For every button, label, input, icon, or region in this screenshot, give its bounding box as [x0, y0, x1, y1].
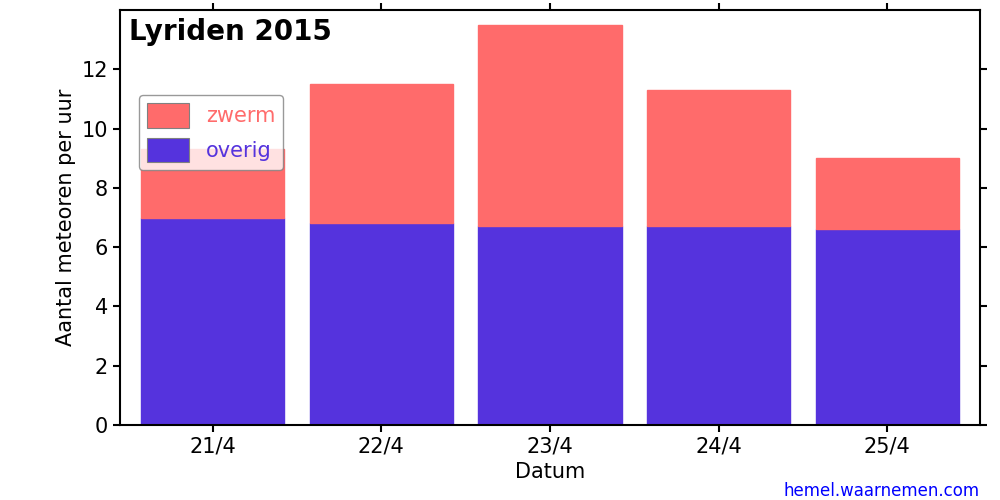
Bar	[310, 224, 453, 425]
Y-axis label: Aantal meteoren per uur: Aantal meteoren per uur	[56, 89, 76, 346]
Bar	[141, 150, 284, 218]
Text: hemel.waarnemen.com: hemel.waarnemen.com	[784, 482, 980, 500]
Bar	[478, 25, 622, 226]
Bar	[141, 218, 284, 425]
Bar	[478, 226, 622, 425]
Text: Lyriden 2015: Lyriden 2015	[129, 18, 331, 46]
Bar	[816, 230, 959, 425]
X-axis label: Datum: Datum	[515, 462, 585, 482]
Legend: zwerm, overig: zwerm, overig	[139, 95, 283, 170]
Bar	[647, 90, 790, 226]
Bar	[310, 84, 453, 224]
Bar	[816, 158, 959, 230]
Bar	[647, 226, 790, 425]
